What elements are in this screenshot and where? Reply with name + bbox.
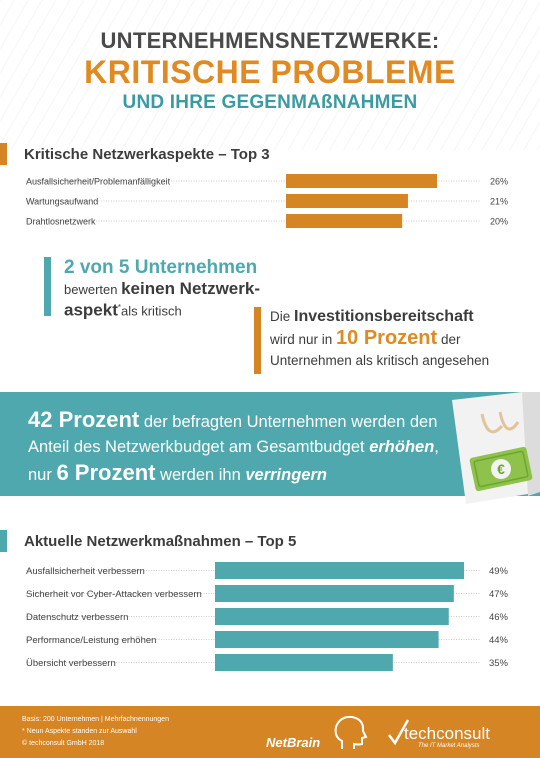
- callout1-headline: 2 von 5 Unternehmen: [64, 257, 258, 278]
- techconsult-tagline: The IT Market Analysts: [418, 743, 480, 749]
- brain-head-icon: [334, 715, 368, 749]
- banner-s2: Anteil des Netzwerkbudget am Gesamtbudge…: [28, 438, 370, 456]
- callout1-t1: bewerten: [64, 282, 122, 297]
- bar: [215, 608, 449, 625]
- value-label: 21%: [490, 197, 508, 207]
- category-label: Drahtlosnetzwerk: [26, 217, 96, 227]
- bar: [286, 214, 403, 228]
- callout2-t2: wird nur in: [270, 332, 337, 347]
- banner-s1: der befragten Unternehmen werden den: [139, 413, 438, 431]
- bar: [215, 585, 454, 602]
- section1-accent: [0, 143, 7, 165]
- callout1-t2b: aspekt: [64, 300, 118, 320]
- header-line1: UNTERNEHMENSNETZWERKE:: [100, 28, 440, 53]
- bar: [286, 194, 408, 208]
- chart2-svg: Ausfallsicherheit verbessern 49% Sicherhei…: [26, 562, 509, 671]
- bar: [215, 562, 464, 579]
- value-label: 49%: [489, 566, 509, 577]
- footer-note: * Neun Aspekte standen zur Auswahl: [22, 728, 137, 735]
- category-label: Ausfallsicherheit/Problemanfälligkeit: [26, 177, 171, 187]
- header-background: [0, 0, 540, 150]
- callout2-accent: [254, 307, 261, 374]
- euro-banknote-icon: €: [469, 446, 533, 492]
- netbrain-logo: NetBrain: [266, 735, 321, 750]
- category-label: Ausfallsicherheit verbessern: [26, 566, 145, 577]
- banner-s5: werden ihn: [155, 466, 246, 484]
- techconsult-logo: techconsult: [404, 724, 490, 743]
- banner-i1: erhöhen: [369, 438, 435, 456]
- value-label: 20%: [490, 217, 508, 227]
- category-label: Übersicht verbessern: [26, 658, 116, 669]
- category-label: Wartungsaufwand: [26, 197, 98, 207]
- callout2-t2c: der: [437, 332, 461, 347]
- value-label: 47%: [489, 589, 509, 600]
- callout1-accent: [44, 257, 51, 316]
- header-line3: UND IHRE GEGENMAßNAHMEN: [122, 92, 418, 113]
- value-label: 46%: [489, 612, 509, 623]
- header-title: KRITISCHE PROBLEME: [84, 54, 456, 90]
- callout2-t3: Unternehmen als kritisch angesehen: [270, 353, 490, 368]
- chart2-title: Aktuelle Netzwerkmaßnahmen – Top 5: [24, 533, 297, 550]
- value-label: 44%: [489, 635, 509, 646]
- bar: [215, 654, 393, 671]
- category-label: Performance/Leistung erhöhen: [26, 635, 156, 646]
- bar: [215, 631, 439, 648]
- callout2-text: Die Investitionsbereitschaft wird nur in…: [270, 307, 532, 371]
- callout1-t1b: keinen Netzwerk-: [121, 279, 260, 298]
- category-label: Datenschutz verbessern: [26, 612, 128, 623]
- callout1-sup: *: [117, 303, 121, 312]
- banner-text: 42 Prozent der befragten Unternehmen wer…: [28, 407, 458, 488]
- banner-b1: 42 Prozent: [28, 407, 140, 432]
- bar: [286, 174, 437, 188]
- footer-basis: Basis: 200 Unternehmen | Mehrfachnennung…: [22, 716, 169, 723]
- shopping-bag-icon: €: [452, 392, 540, 504]
- footer-copyright: © techconsult GmbH 2018: [22, 740, 105, 747]
- callout2-t1b: Investitionsbereitschaft: [294, 308, 474, 325]
- callout1-t2: als kritisch: [121, 303, 182, 319]
- callout2-t2b: 10 Prozent: [336, 327, 438, 349]
- banner-s4: nur: [28, 466, 57, 484]
- chart1-svg: Ausfallsicherheit/Problemanfälligkeit 26%…: [26, 174, 508, 228]
- chart1-title: Kritische Netzwerkaspekte – Top 3: [24, 146, 270, 163]
- value-label: 35%: [489, 658, 509, 669]
- value-label: 26%: [490, 177, 508, 187]
- banner-i2: verringern: [245, 466, 327, 484]
- callout1-text: 2 von 5 Unternehmen bewerten keinen Netz…: [64, 256, 324, 320]
- category-label: Sicherheit vor Cyber-Attacken verbessern: [26, 589, 202, 600]
- budget-banner: [0, 392, 540, 496]
- section2-accent: [0, 530, 7, 552]
- techconsult-check-icon: [388, 719, 410, 746]
- footer: [0, 706, 540, 758]
- banner-s3: ,: [434, 438, 439, 456]
- callout2-t1: Die: [270, 309, 295, 324]
- svg-text:€: €: [497, 461, 505, 477]
- banner-b2: 6 Prozent: [56, 460, 156, 485]
